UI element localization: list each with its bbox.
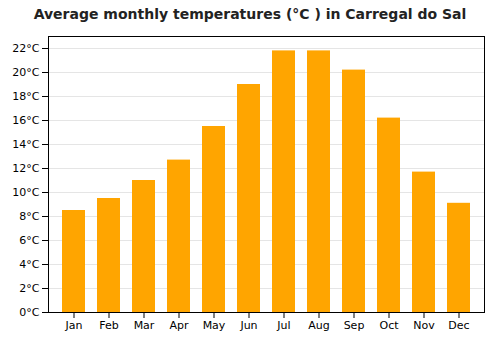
- svg-text:2°C: 2°C: [19, 282, 39, 295]
- svg-text:20°C: 20°C: [12, 66, 39, 79]
- svg-text:6°C: 6°C: [19, 234, 39, 247]
- svg-text:4°C: 4°C: [19, 258, 39, 271]
- svg-text:22°C: 22°C: [12, 42, 39, 55]
- svg-text:Apr: Apr: [169, 319, 189, 332]
- svg-text:Sep: Sep: [344, 319, 365, 332]
- svg-text:Jun: Jun: [239, 319, 257, 332]
- svg-text:Feb: Feb: [99, 319, 118, 332]
- html-text:Average monthly temperatures (: Average monthly temperatures (°C ) in Ca…: [33, 6, 467, 22]
- svg-text:Mar: Mar: [134, 319, 155, 332]
- svg-text:16°C: 16°C: [12, 114, 39, 127]
- svg-text:Jan: Jan: [65, 319, 83, 332]
- svg-text:12°C: 12°C: [12, 162, 39, 175]
- svg-text:14°C: 14°C: [12, 138, 39, 151]
- svg-text:Dec: Dec: [448, 319, 469, 332]
- svg-text:0°C: 0°C: [19, 306, 39, 319]
- svg-text:Jul: Jul: [276, 319, 290, 332]
- svg-text:18°C: 18°C: [12, 90, 39, 103]
- svg-text:Aug: Aug: [308, 319, 329, 332]
- svg-text:8°C: 8°C: [19, 210, 39, 223]
- svg-text:Nov: Nov: [413, 319, 435, 332]
- svg-text:May: May: [203, 319, 226, 332]
- svg-text:Oct: Oct: [379, 319, 399, 332]
- svg-text:10°C: 10°C: [12, 186, 39, 199]
